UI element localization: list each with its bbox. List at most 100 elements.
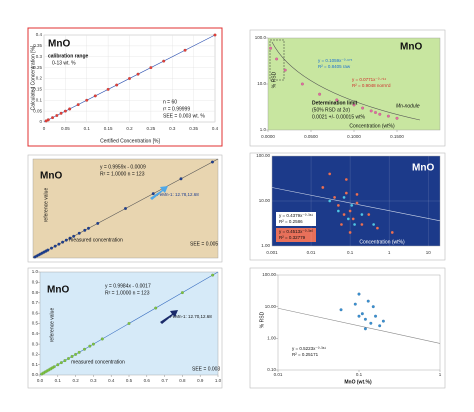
x-tick-label: 0.4 — [212, 126, 219, 131]
data-point — [363, 327, 367, 331]
data-point — [336, 203, 340, 207]
data-point — [350, 203, 354, 207]
y-tick-label: 0.9 — [32, 279, 39, 284]
charts: 0 0.05 0.1 0.15 0.2 0.25 0.3 0.35 0.4 0 0.05 0.1 0.1… — [30, 32, 441, 385]
data-point — [355, 192, 359, 196]
data-point — [106, 87, 110, 91]
data-point — [56, 363, 60, 367]
data-point — [367, 213, 371, 217]
data-point — [51, 116, 55, 120]
data-point — [123, 207, 127, 211]
data-point — [357, 292, 361, 296]
x-tick-label: 1 — [388, 250, 391, 255]
data-point — [53, 244, 57, 248]
data-point — [361, 106, 365, 110]
x-tick-label: 10 — [426, 250, 432, 255]
data-point — [162, 59, 166, 63]
data-point — [353, 302, 357, 306]
data-point — [369, 321, 373, 325]
data-point — [136, 72, 140, 76]
x-tick-label: 0.1 — [55, 378, 62, 383]
annotation: y = 0.5223x⁻⁰·³⁶¹ — [292, 346, 326, 351]
limit-box — [269, 39, 285, 81]
data-point — [300, 82, 304, 86]
data-point — [348, 230, 352, 234]
x-tick-label: 0.3 — [90, 378, 97, 383]
data-point — [213, 33, 217, 37]
y-tick-label: 0.2 — [32, 352, 39, 357]
annotation: R² = 0.9048 norm'd — [352, 83, 391, 88]
x-tick-label: 0.5 — [126, 378, 133, 383]
y-tick-label: 0.3 — [32, 341, 39, 346]
annotation: n = 60 — [163, 99, 177, 105]
annotation: SEE = 0.003 — [192, 366, 220, 372]
annotation: y = 0.0771x⁻⁰·⁷¹⁴ — [352, 77, 386, 82]
x-tick-label: 0.25 — [146, 126, 155, 131]
data-point — [86, 226, 90, 230]
data-point — [83, 228, 87, 232]
data-point — [70, 354, 74, 358]
data-point — [46, 248, 50, 252]
annotation: R² = 1.0000 n = 123 — [105, 290, 150, 296]
arrow-icon — [160, 310, 178, 324]
annotation: SEE = 0.005 — [190, 241, 218, 247]
annotation: SEE = 0.003 wt. % — [163, 113, 205, 119]
annotation: Mn-nodule — [396, 103, 420, 109]
x-axis-label: measured concentration — [69, 237, 123, 243]
data-point — [151, 192, 155, 196]
x-tick-label: 0.1500 — [390, 134, 404, 139]
x-axis-label: Concentration (wt%) — [349, 123, 395, 129]
data-point — [352, 103, 356, 107]
data-point — [318, 92, 322, 96]
data-point — [381, 319, 385, 323]
x-tick-label: 0.05 — [61, 126, 70, 131]
annotation: R² = 0.8405 raw — [318, 64, 351, 69]
y-tick-label: 1.00 — [261, 243, 270, 248]
y-tick-label: 0.10 — [267, 367, 276, 372]
data-point — [375, 226, 379, 230]
data-point — [344, 178, 348, 182]
annotation: 0-13 wt. % — [52, 60, 76, 66]
data-point — [336, 209, 340, 213]
data-point — [61, 240, 65, 244]
annotation: R² = 0.32779 — [279, 235, 306, 240]
x-axis-label: Certified Concentration [%] — [100, 138, 160, 144]
data-point — [339, 308, 343, 312]
data-point — [72, 234, 76, 238]
y-tick-label: 0.1 — [32, 362, 39, 367]
x-tick-label: 0.9 — [197, 378, 204, 383]
data-point — [386, 114, 390, 118]
annotation: R² = 0.2586 — [279, 219, 303, 224]
data-point — [52, 365, 56, 369]
x-tick-label: 1.0 — [215, 378, 222, 383]
x-tick-label: 0.2 — [72, 378, 79, 383]
data-point — [210, 160, 214, 164]
data-point — [360, 213, 364, 217]
data-point — [55, 113, 59, 117]
annotation: FeMn-1: 12.70,12.68 — [170, 314, 212, 319]
data-point — [100, 337, 104, 341]
data-point — [57, 242, 61, 246]
data-point — [328, 199, 332, 203]
data-point — [63, 109, 67, 113]
annotation: r² = 0.99999 — [163, 106, 190, 112]
x-tick-label: 0.1 — [84, 126, 91, 131]
x-axis-label: MnO (wt.%) — [344, 379, 372, 385]
data-point — [154, 306, 158, 310]
y-tick-label: 0.5 — [32, 321, 39, 326]
y-tick-label: 0.1 — [36, 97, 43, 102]
annotation: calibration range — [48, 53, 89, 59]
data-point — [66, 357, 70, 361]
data-point — [371, 305, 375, 309]
annotation: FeMn-1: 12.78,12.68 — [157, 192, 199, 197]
y-axis-label: Calculated Concentration [%] — [30, 45, 36, 110]
data-point — [275, 57, 279, 61]
data-point — [63, 359, 67, 363]
data-point — [346, 217, 350, 221]
x-tick-label: 0.01 — [307, 250, 316, 255]
x-axis-label: measured concentration — [71, 359, 125, 365]
y-axis-label: reference value — [43, 188, 49, 223]
arrow-icon — [150, 186, 168, 200]
data-point — [395, 116, 399, 120]
